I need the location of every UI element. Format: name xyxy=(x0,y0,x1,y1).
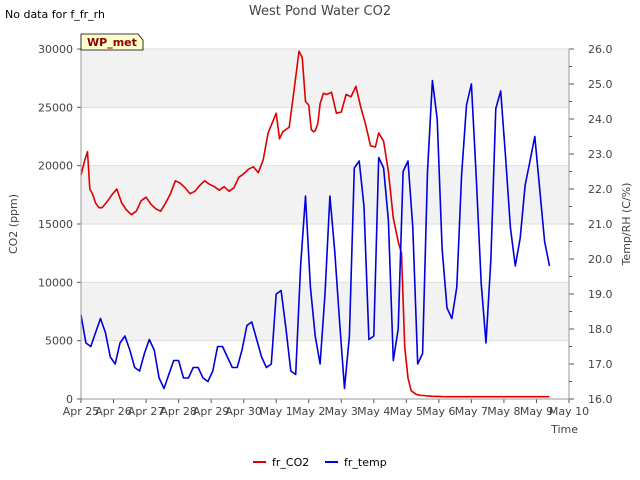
y2-axis-label: Temp/RH (C/%) xyxy=(620,183,633,267)
x-tick-label: May 5 xyxy=(390,405,423,418)
no-data-note: No data for f_fr_rh xyxy=(5,8,105,21)
y2-tick-label: 19.0 xyxy=(588,288,613,301)
series-line-fr-co2 xyxy=(80,50,550,398)
y2-tick-label: 24.0 xyxy=(588,113,613,126)
legend: fr_CO2 fr_temp xyxy=(253,456,387,469)
x-tick-label: May 4 xyxy=(357,405,390,418)
y-tick-label: 0 xyxy=(66,393,73,406)
y2-tick-label: 17.0 xyxy=(588,358,613,371)
plot-band xyxy=(81,165,569,224)
station-badge: WP_met xyxy=(80,33,144,51)
y-tick-label: 20000 xyxy=(38,160,73,173)
axes: 0 5000 10000 15000 20000 25000 30000 16.0 17.0 18… xyxy=(38,43,613,418)
x-tick-label: Apr 26 xyxy=(95,405,132,418)
y-tick-label: 30000 xyxy=(38,43,73,56)
y2-tick-label: 23.0 xyxy=(588,148,613,161)
x-tick-label: Apr 29 xyxy=(193,405,230,418)
y2-tick-label: 18.0 xyxy=(588,323,613,336)
y-tick-label: 5000 xyxy=(45,335,73,348)
x-tick-label: May 3 xyxy=(325,405,358,418)
y-tick-label: 25000 xyxy=(38,101,73,114)
y-tick-label: 15000 xyxy=(38,218,73,231)
y-tick-label: 10000 xyxy=(38,276,73,289)
y2-tick-label: 21.0 xyxy=(588,218,613,231)
x-axis-label: Time xyxy=(550,423,578,436)
y-axis-label: CO2 (ppm) xyxy=(7,194,20,254)
y2-tick-label: 25.0 xyxy=(588,78,613,91)
y2-tick-label: 16.0 xyxy=(588,393,613,406)
x-tick-label: Apr 28 xyxy=(160,405,197,418)
x-tick-label: Apr 30 xyxy=(225,405,262,418)
y2-tick-label: 22.0 xyxy=(588,183,613,196)
series-lines xyxy=(80,50,551,398)
x-tick-label: May 2 xyxy=(292,405,325,418)
legend-label-fr-temp: fr_temp xyxy=(344,456,387,469)
plot-band xyxy=(81,49,569,108)
series-line-fr-temp xyxy=(80,79,551,390)
x-tick-label: May 1 xyxy=(260,405,293,418)
x-tick-label: Apr 25 xyxy=(63,405,100,418)
chart-title: West Pond Water CO2 xyxy=(249,4,391,19)
x-tick-label: May 9 xyxy=(520,405,553,418)
x-tick-label: May 8 xyxy=(487,405,520,418)
x-tick-label: Apr 27 xyxy=(128,405,165,418)
x-tick-label: May 7 xyxy=(455,405,488,418)
y2-tick-label: 26.0 xyxy=(588,43,613,56)
y2-tick-label: 20.0 xyxy=(588,253,613,266)
legend-label-fr-co2: fr_CO2 xyxy=(272,456,309,469)
x-tick-label: May 10 xyxy=(549,405,589,418)
station-badge-label: WP_met xyxy=(87,36,137,49)
x-tick-label: May 6 xyxy=(422,405,455,418)
